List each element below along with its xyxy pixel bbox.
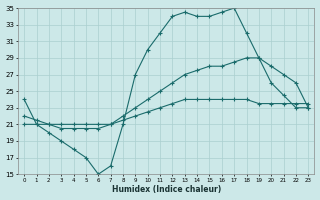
X-axis label: Humidex (Indice chaleur): Humidex (Indice chaleur) [112, 185, 221, 194]
